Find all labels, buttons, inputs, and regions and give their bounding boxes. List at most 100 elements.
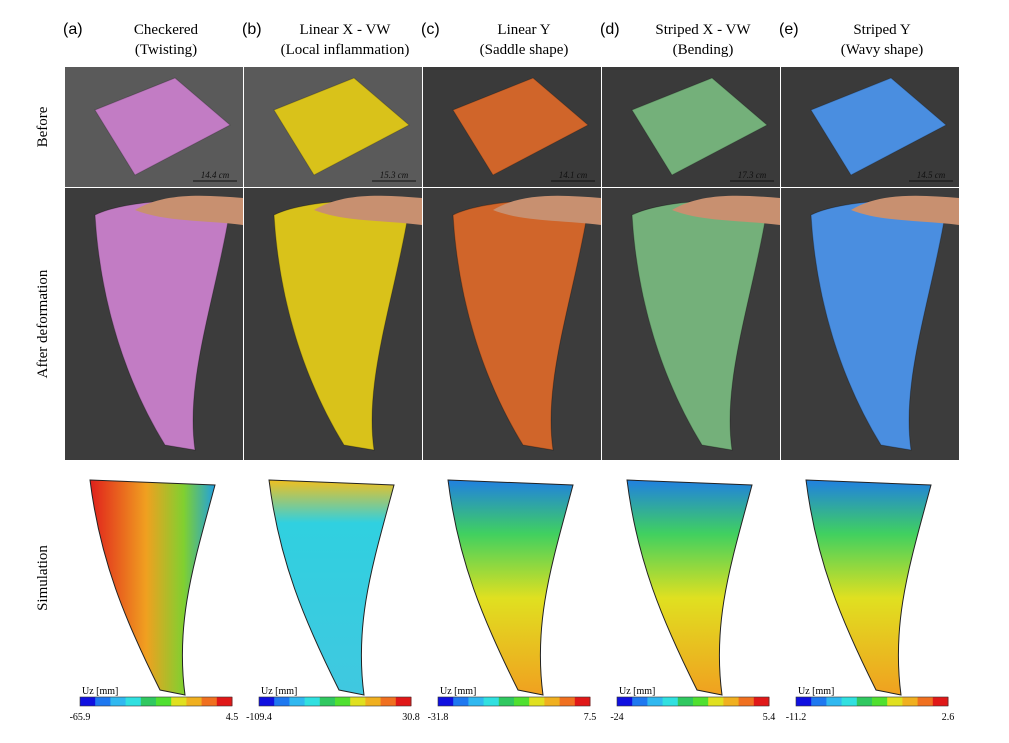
colorbar-swatch <box>365 697 382 706</box>
panel-subtitle: (Bending) <box>673 42 734 58</box>
colorbar-swatch <box>529 697 545 706</box>
scale-label: 17.3 cm <box>738 170 767 180</box>
colorbar-swatch <box>259 697 275 706</box>
panel-letter: (c) <box>421 21 440 38</box>
colorbar-swatch <box>723 697 740 706</box>
colorbar-swatch <box>216 697 233 706</box>
colorbar-swatch <box>708 697 724 706</box>
colorbar-swatch <box>453 697 469 706</box>
sheet-before <box>94 77 231 176</box>
colorbar-swatch <box>932 697 949 706</box>
hand <box>135 195 243 225</box>
colorbar-swatch <box>110 697 127 706</box>
colorbar-max: 7.5 <box>584 712 597 723</box>
colorbar-label: Uz [mm] <box>82 686 118 697</box>
hand <box>851 195 959 225</box>
colorbar-swatch <box>186 697 203 706</box>
colorbar-min: -31.8 <box>428 712 449 723</box>
panel-title: Linear Y <box>497 22 550 38</box>
colorbar-swatch <box>902 697 919 706</box>
colorbar-swatch <box>917 697 934 706</box>
hand <box>493 195 601 225</box>
simulation-mesh <box>626 479 753 696</box>
colorbar-label: Uz [mm] <box>440 686 476 697</box>
colorbar-min: -65.9 <box>70 712 91 723</box>
scale-label: 14.4 cm <box>201 170 230 180</box>
colorbar-swatch <box>483 697 500 706</box>
colorbar-swatch <box>468 697 485 706</box>
panel-letter: (e) <box>779 21 799 38</box>
colorbar-label: Uz [mm] <box>798 686 834 697</box>
scale-label: 14.5 cm <box>917 170 946 180</box>
colorbar-swatch <box>841 697 858 706</box>
colorbar-swatch <box>753 697 770 706</box>
colorbar-swatch <box>544 697 561 706</box>
scale-label: 15.3 cm <box>380 170 409 180</box>
scale-label: 14.1 cm <box>559 170 588 180</box>
row-label: Before <box>35 106 51 147</box>
panel-subtitle: (Twisting) <box>135 42 197 58</box>
panel-subtitle: (Wavy shape) <box>841 42 924 58</box>
colorbar-label: Uz [mm] <box>619 686 655 697</box>
panel-title: Linear X - VW <box>300 22 392 38</box>
simulation-mesh <box>805 479 932 696</box>
colorbar-swatch <box>632 697 648 706</box>
sheet-before <box>273 77 410 176</box>
colorbar-swatch <box>201 697 218 706</box>
colorbar-swatch <box>171 697 187 706</box>
sheet-before <box>452 77 589 176</box>
simulation-mesh <box>268 479 395 696</box>
colorbar-swatch <box>80 697 96 706</box>
simulation-mesh <box>89 479 216 696</box>
colorbar-min: -11.2 <box>786 712 806 723</box>
colorbar-label: Uz [mm] <box>261 686 297 697</box>
panel-letter: (a) <box>63 21 83 38</box>
panel-letter: (b) <box>242 21 262 38</box>
colorbar-swatch <box>335 697 351 706</box>
colorbar-swatch <box>304 697 321 706</box>
colorbar-min: -24 <box>610 712 623 723</box>
colorbar-min: -109.4 <box>246 712 272 723</box>
colorbar-swatch <box>350 697 366 706</box>
colorbar-frame <box>795 696 949 707</box>
colorbar-frame <box>258 696 412 707</box>
colorbar-max: 5.4 <box>763 712 776 723</box>
colorbar-swatch <box>574 697 591 706</box>
colorbar-swatch <box>125 697 142 706</box>
colorbar-swatch <box>826 697 843 706</box>
sheet-before <box>810 77 947 176</box>
colorbar-swatch <box>856 697 873 706</box>
sheet-before <box>631 77 768 176</box>
row-label: After deformation <box>35 269 51 378</box>
row-label: Simulation <box>35 545 51 611</box>
colorbar-swatch <box>274 697 290 706</box>
hand <box>672 195 780 225</box>
colorbar-swatch <box>811 697 827 706</box>
colorbar-swatch <box>140 697 157 706</box>
colorbar-swatch <box>95 697 111 706</box>
panel-title: Striped X - VW <box>655 22 751 38</box>
colorbar-swatch <box>796 697 812 706</box>
colorbar-swatch <box>395 697 412 706</box>
panel-letter: (d) <box>600 21 620 38</box>
colorbar-max: 4.5 <box>226 712 239 723</box>
colorbar-swatch <box>319 697 336 706</box>
colorbar-frame <box>616 696 770 707</box>
panel-title: Striped Y <box>853 22 911 38</box>
panel-subtitle: (Local inflammation) <box>281 42 410 58</box>
colorbar-swatch <box>514 697 530 706</box>
colorbar-swatch <box>693 697 709 706</box>
colorbar-frame <box>79 696 233 707</box>
colorbar-swatch <box>738 697 755 706</box>
colorbar-swatch <box>559 697 576 706</box>
hand <box>314 195 422 225</box>
colorbar-max: 2.6 <box>942 712 955 723</box>
panel-title: Checkered <box>134 22 199 38</box>
colorbar-max: 30.8 <box>402 712 420 723</box>
colorbar-swatch <box>647 697 664 706</box>
panel-subtitle: (Saddle shape) <box>480 42 569 58</box>
colorbar-swatch <box>662 697 679 706</box>
colorbar-swatch <box>677 697 694 706</box>
colorbar-swatch <box>617 697 633 706</box>
